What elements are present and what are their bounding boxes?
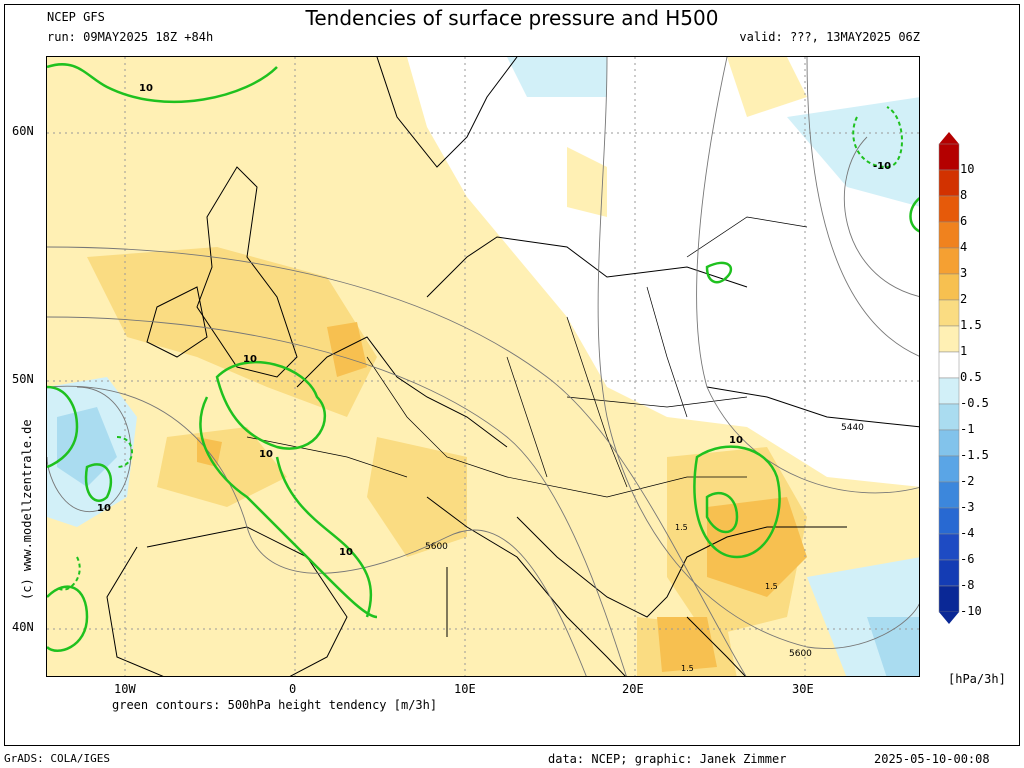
colorbar-tick-label: 3 (960, 266, 968, 280)
lon-label: 30E (792, 682, 814, 696)
colorbar-tick-label: -1.5 (960, 448, 989, 462)
colorbar-swatch (938, 273, 960, 301)
colorbar-swatch (938, 169, 960, 197)
colorbar-swatch (938, 533, 960, 561)
colorbar-swatch (938, 221, 960, 249)
colorbar-tick-label: 0.5 (960, 370, 982, 384)
timestamp: 2025-05-10-00:08 (874, 752, 990, 766)
pressure-label: 1.5 (765, 582, 778, 591)
colorbar-tick-label: 10 (960, 162, 975, 176)
run-label: run: 09MAY2025 18Z +84h (47, 30, 214, 44)
colorbar-swatch (938, 429, 960, 457)
colorbar-tick-label: 2 (960, 292, 968, 306)
green-label: 10 (139, 83, 153, 94)
colorbar-swatch (938, 143, 960, 171)
coastlines (106, 57, 919, 676)
figure-frame (4, 4, 1020, 746)
colorbar-top-arrow (939, 132, 959, 144)
tendency-shading-high (197, 322, 807, 672)
green-label: 10 (259, 449, 273, 460)
data-credit: data: NCEP; graphic: Janek Zimmer (548, 752, 787, 766)
colorbar-swatch (938, 403, 960, 431)
colorbar-tick-label: -10 (960, 604, 982, 618)
model-label: NCEP GFS (47, 10, 105, 24)
colorbar-tick-label: -2 (960, 474, 975, 488)
colorbar-tick-label: -3 (960, 500, 975, 514)
green-label: 10 (729, 435, 743, 446)
country-borders (246, 216, 808, 498)
height-label: 5600 (789, 649, 812, 659)
lat-label: 50N (12, 372, 34, 386)
colorbar-swatch (938, 247, 960, 275)
lat-label: 40N (12, 620, 34, 634)
colorbar-swatch (938, 299, 960, 327)
valid-label: valid: ???, 13MAY2025 06Z (739, 30, 920, 44)
colorbar-tick-label: -1 (960, 422, 975, 436)
colorbar-swatch (938, 455, 960, 483)
colorbar-unit: [hPa/3h] (948, 672, 1006, 686)
tendency-shading-negative-strong (57, 407, 919, 676)
map-canvas: 10 10 10 10 10 10 -10 5600 5440 5600 1.5… (47, 57, 919, 676)
watermark: (c) www.modellzentrale.de (20, 419, 34, 600)
colorbar-tick-label: 6 (960, 214, 968, 228)
weather-map: 10 10 10 10 10 10 -10 5600 5440 5600 1.5… (46, 56, 920, 677)
green-negative-contours (56, 106, 903, 591)
colorbar-swatch (938, 195, 960, 223)
colorbar-tick-label: 1 (960, 344, 968, 358)
lon-label: 20E (622, 682, 644, 696)
colorbar-tick-label: -4 (960, 526, 975, 540)
colorbar-tick-label: 1.5 (960, 318, 982, 332)
colorbar-swatch (938, 585, 960, 613)
colorbar-swatch (938, 481, 960, 509)
colorbar-tick-label: -6 (960, 552, 975, 566)
grads-credit: GrADS: COLA/IGES (4, 752, 110, 765)
colorbar-tick-label: -8 (960, 578, 975, 592)
height-label: 5600 (425, 542, 448, 552)
colorbar-tick-label: -0.5 (960, 396, 989, 410)
h500-contours (47, 57, 919, 676)
colorbar-swatch (938, 559, 960, 587)
lon-label: 10W (114, 682, 136, 696)
green-label: -10 (873, 161, 891, 172)
colorbar-swatch (938, 377, 960, 405)
pressure-label: 1.5 (681, 664, 694, 673)
tendency-shading-negative (47, 57, 919, 676)
contours-note: green contours: 500hPa height tendency [… (112, 698, 438, 712)
green-label: 10 (243, 354, 257, 365)
pressure-label: 1.5 (675, 523, 688, 532)
lon-label: 0 (289, 682, 297, 696)
colorbar (938, 132, 960, 624)
height-label: 5440 (841, 423, 864, 433)
lat-label: 60N (12, 124, 34, 138)
lon-label: 10E (454, 682, 476, 696)
colorbar-swatch (938, 507, 960, 535)
colorbar-swatch (938, 351, 960, 379)
map-title: Tendencies of surface pressure and H500 (305, 6, 719, 30)
green-tendency-contours (47, 63, 919, 652)
colorbar-swatch (938, 325, 960, 353)
colorbar-tick-label: 8 (960, 188, 968, 202)
green-label: 10 (97, 503, 111, 514)
graticule (47, 57, 919, 676)
colorbar-bottom-arrow (939, 612, 959, 624)
colorbar-tick-label: 4 (960, 240, 968, 254)
green-label: 10 (339, 547, 353, 558)
